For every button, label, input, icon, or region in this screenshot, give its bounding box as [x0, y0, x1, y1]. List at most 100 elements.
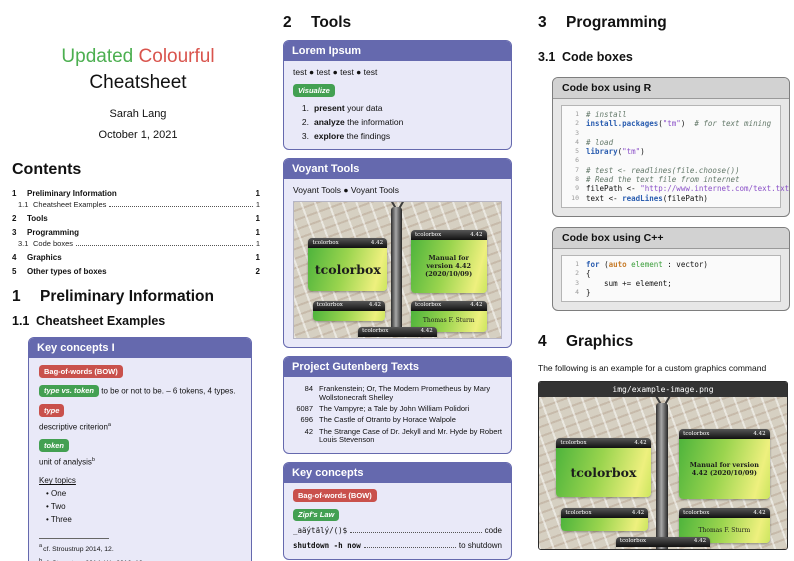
code-box-cpp: Code box using C++ 1 for (auto element : …: [552, 226, 790, 312]
section-heading-graphics: 4 Graphics: [538, 333, 634, 351]
table-row: 84 Frankenstein; Or, The Modern Prometheu…: [304, 384, 491, 402]
list-item: Three: [46, 515, 241, 525]
voyant-subline: Voyant Tools ● Voyant Tools: [293, 184, 399, 195]
code-line: 10 text <- readLines(filePath): [571, 193, 708, 203]
code-line: 2{: [575, 269, 591, 279]
code-box-cpp-title: Code box using C++: [553, 227, 789, 249]
key-concepts-2-body: Bag-of-words (BOW) Zipf's Law _aäýtälý/(…: [284, 483, 511, 559]
test-list: test ● test ● test ● test: [293, 67, 378, 77]
subsection-heading-cheatsheet-examples: 1.1 Cheatsheet Examples: [12, 314, 166, 328]
token-definition: unit of analysisb: [39, 456, 95, 467]
footnote-rule: [39, 538, 109, 540]
table-of-contents: 1 Preliminary Information 1 1.1 Cheatsheet …: [12, 189, 264, 276]
code-line: 4}: [575, 287, 591, 297]
image-filename-label: img/example-image.png: [539, 382, 787, 398]
code-line: 1 # install: [575, 110, 627, 119]
toc-entry: 4 Graphics 1: [12, 253, 260, 262]
toc-entry: 3 Programming 1: [12, 228, 260, 237]
title-word-colourful: Colourful: [138, 46, 215, 67]
tcolorbox-small-box: tcolorbox 4.42: [312, 300, 386, 322]
code-line: 3: [575, 128, 579, 137]
left-column: Updated Colourful Cheatsheet Sarah Lang …: [12, 0, 264, 561]
tcolorbox-example-image: tcolorbox 4.42 tcolorbox tcolorbox 4.42 Ma…: [539, 397, 787, 550]
badge-visualize: Visualize: [293, 84, 502, 97]
list-item: 3. explore the findings: [301, 130, 391, 141]
tcolorbox-manual-box: tcolorbox 4.42 Manual for version 4.42 (2…: [410, 230, 487, 293]
date: October 1, 2021: [98, 129, 178, 141]
list-item: 1. present your data: [301, 102, 383, 113]
tcolorbox-example-image: tcolorbox 4.42 tcolorbox tcolorbox 4.42 Ma…: [293, 200, 502, 339]
lorem-ipsum-body: test ● test ● test ● test Visualize 1. pr…: [284, 61, 511, 149]
key-concepts-2-box: Key concepts Bag-of-words (BOW) Zipf's L…: [283, 462, 512, 561]
author: Sarah Lang: [109, 108, 167, 120]
toc-entry: 5 Other types of boxes 2: [12, 267, 260, 276]
title-line-1: Updated Colourful: [12, 44, 264, 70]
list-item: One: [46, 489, 241, 499]
list-item: Two: [46, 502, 241, 512]
subsection-heading-code-boxes: 3.1 Code boxes: [538, 50, 633, 64]
voyant-tools-box: Voyant Tools Voyant Tools ● Voyant Tools…: [283, 157, 512, 348]
key-concepts-2-title: Key concepts: [284, 463, 511, 484]
badge-zipfs-law: Zipf's Law: [293, 508, 502, 522]
code-box-cpp-code: 1 for (auto element : vector) 2{ 3 sum +=…: [561, 254, 781, 303]
title-word-updated: Updated: [61, 46, 134, 67]
tcolorbox-clipped-box: tcolorbox 4.42: [358, 326, 437, 338]
footnote: bcf. Stroustrup 2014; Wu 2016, 12.: [39, 557, 241, 561]
code-line: 7 # test <- readlines(file.choose()): [575, 165, 740, 175]
code-line: 2 install.packages("tm") # for text minin…: [575, 119, 772, 129]
toc-entry: 3.1 Code boxes 1: [18, 239, 260, 248]
key-concepts-1-body: Bag-of-words (BOW) type vs. token to be …: [29, 358, 251, 561]
code-line: 8 # Read the text file from internet: [575, 175, 740, 185]
document-title: Updated Colourful Cheatsheet: [12, 44, 264, 96]
table-row: 42 The Strange Case of Dr. Jekyll and Mr.…: [304, 426, 502, 445]
voyant-tools-body: Voyant Tools ● Voyant Tools tcolorbox 4.4…: [284, 179, 511, 347]
toc-entry: 1.1 Cheatsheet Examples 1: [18, 200, 260, 209]
badge-type: type: [39, 404, 241, 417]
title-line-2: Cheatsheet: [89, 72, 187, 93]
code-box-r: Code box using R 1 # install 2 install.pac…: [552, 77, 790, 217]
pole-graphic: [655, 403, 668, 550]
lorem-ipsum-box: Lorem Ipsum test ● test ● test ● test Vi…: [283, 40, 512, 150]
lorem-ipsum-title: Lorem Ipsum: [284, 41, 511, 61]
tcolorbox-small-box: tcolorbox 4.42: [561, 508, 649, 531]
definition-line: shutdown -h now to shutdown: [293, 541, 502, 551]
section-heading-preliminary: 1 Preliminary Information: [12, 288, 214, 305]
type-definition: descriptive criteriona: [39, 421, 111, 432]
voyant-tools-title: Voyant Tools: [284, 158, 511, 179]
type-vs-token-row: type vs. token to be or not to be. – 6 t…: [39, 384, 241, 397]
code-box-r-title: Code box using R: [553, 78, 789, 99]
graphics-intro-text: The following is an example for a custom…: [538, 363, 767, 374]
gutenberg-box: Project Gutenberg Texts 84 Frankenstein; …: [283, 355, 512, 455]
key-concepts-1-title: Key concepts I: [29, 338, 251, 358]
list-item: 2. analyze the information: [301, 116, 404, 127]
tcolorbox-main-box: tcolorbox 4.42 tcolorbox: [308, 238, 388, 292]
code-line: 9 filePath <- "http://www.internet.com/te…: [575, 184, 790, 194]
key-topics-heading: Key topics: [39, 476, 76, 486]
example-image-frame: img/example-image.png tcolorbox 4.42 tcol…: [538, 381, 788, 551]
tcolorbox-clipped-box: tcolorbox 4.42: [615, 536, 711, 549]
numbered-list: 1. present your data 2. analyze the inform…: [293, 103, 502, 141]
code-line: 6: [575, 156, 579, 165]
footnote: acf. Stroustrup 2014, 12.: [39, 543, 114, 553]
table-row: 696 The Castle of Otranto by Horace Walpo…: [300, 415, 456, 425]
key-concepts-1-box: Key concepts I Bag-of-words (BOW) type v…: [28, 337, 252, 561]
right-column: 3 Programming 3.1 Code boxes Code box usin…: [538, 14, 790, 551]
code-line: 1 for (auto element : vector): [575, 259, 708, 269]
section-heading-tools: 2 Tools: [283, 14, 352, 31]
section-heading-programming: 3 Programming: [538, 14, 667, 31]
definition-line: _aäýtälý/()$ code: [293, 526, 502, 536]
gutenberg-body: 84 Frankenstein; Or, The Modern Prometheu…: [284, 377, 511, 454]
badge-type-vs-token: type vs. token: [39, 384, 100, 397]
toc-entry: 1 Preliminary Information 1: [12, 189, 260, 198]
code-box-r-code: 1 # install 2 install.packages("tm") # for…: [561, 105, 790, 208]
badge-token: token: [39, 439, 241, 452]
code-line: 3 sum += element;: [575, 278, 672, 288]
gutenberg-title: Project Gutenberg Texts: [284, 356, 511, 377]
table-row: 6087 The Vampyre; a Tale by John William …: [296, 404, 470, 414]
contents-heading: Contents: [12, 161, 82, 178]
tcolorbox-manual-box: tcolorbox 4.42 Manual for version 4.42 (2…: [679, 429, 770, 499]
toc-entry: 2 Tools 1: [12, 214, 260, 223]
middle-column: 2 Tools Lorem Ipsum test ● test ● test ● …: [283, 14, 512, 561]
badge-bag-of-words: Bag-of-words (BOW): [293, 489, 502, 502]
